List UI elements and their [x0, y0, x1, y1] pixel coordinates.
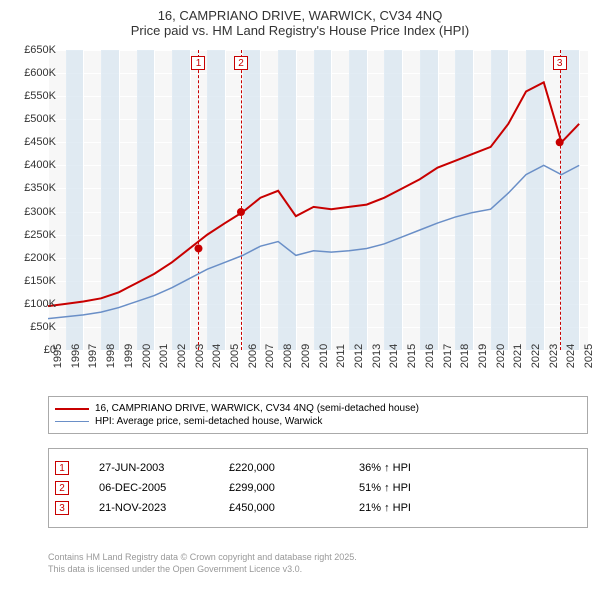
y-tick-label: £650K	[24, 44, 56, 56]
y-tick-label: £500K	[24, 113, 56, 125]
y-tick-label: £550K	[24, 90, 56, 102]
plot-area: 123	[48, 50, 588, 350]
x-tick-label: 2019	[477, 344, 489, 368]
footer-attribution: Contains HM Land Registry data © Crown c…	[48, 552, 357, 575]
y-tick-label: £350K	[24, 182, 56, 194]
y-tick-label: £50K	[30, 321, 56, 333]
info-row-number: 1	[55, 461, 69, 475]
x-tick-label: 2010	[318, 344, 330, 368]
y-tick-label: £100K	[24, 298, 56, 310]
x-tick-label: 2005	[229, 344, 241, 368]
x-tick-label: 2023	[548, 344, 560, 368]
x-tick-label: 2009	[300, 344, 312, 368]
x-tick-label: 1998	[105, 344, 117, 368]
x-tick-label: 2024	[565, 344, 577, 368]
x-tick-label: 2018	[459, 344, 471, 368]
title-block: 16, CAMPRIANO DRIVE, WARWICK, CV34 4NQ P…	[0, 0, 600, 38]
x-tick-label: 2022	[530, 344, 542, 368]
y-tick-label: £150K	[24, 275, 56, 287]
x-tick-label: 2016	[424, 344, 436, 368]
x-tick-label: 2001	[158, 344, 170, 368]
info-row-date: 27-JUN-2003	[99, 462, 229, 474]
info-row-date: 21-NOV-2023	[99, 502, 229, 514]
x-tick-label: 2013	[371, 344, 383, 368]
x-tick-label: 2002	[176, 344, 188, 368]
legend-label: 16, CAMPRIANO DRIVE, WARWICK, CV34 4NQ (…	[95, 403, 419, 414]
y-tick-label: £200K	[24, 252, 56, 264]
info-row: 1 27-JUN-2003£220,00036% ↑ HPI	[55, 461, 581, 475]
x-tick-label: 1995	[52, 344, 64, 368]
legend-item: 16, CAMPRIANO DRIVE, WARWICK, CV34 4NQ (…	[55, 403, 581, 414]
x-tick-label: 2020	[495, 344, 507, 368]
info-table: 1 27-JUN-2003£220,00036% ↑ HPI 2 06-DEC-200…	[48, 448, 588, 528]
info-row-delta: 51% ↑ HPI	[359, 482, 489, 494]
y-tick-label: £300K	[24, 206, 56, 218]
legend-box: 16, CAMPRIANO DRIVE, WARWICK, CV34 4NQ (…	[48, 396, 588, 434]
info-row-delta: 36% ↑ HPI	[359, 462, 489, 474]
x-tick-label: 2021	[512, 344, 524, 368]
footer-line-2: This data is licensed under the Open Gov…	[48, 564, 357, 576]
x-tick-label: 2004	[211, 344, 223, 368]
info-row-date: 06-DEC-2005	[99, 482, 229, 494]
legend-label: HPI: Average price, semi-detached house,…	[95, 416, 322, 427]
x-tick-label: 2017	[442, 344, 454, 368]
x-tick-label: 1997	[87, 344, 99, 368]
x-tick-label: 2025	[583, 344, 595, 368]
legend-swatch	[55, 421, 89, 422]
y-tick-label: £250K	[24, 229, 56, 241]
x-tick-label: 2006	[247, 344, 259, 368]
info-row-price: £450,000	[229, 502, 359, 514]
x-tick-label: 2012	[353, 344, 365, 368]
x-tick-label: 1999	[123, 344, 135, 368]
x-tick-label: 1996	[70, 344, 82, 368]
info-row-delta: 21% ↑ HPI	[359, 502, 489, 514]
x-tick-label: 2014	[388, 344, 400, 368]
info-row-number: 3	[55, 501, 69, 515]
info-row-price: £299,000	[229, 482, 359, 494]
y-tick-label: £450K	[24, 136, 56, 148]
title-line-1: 16, CAMPRIANO DRIVE, WARWICK, CV34 4NQ	[0, 8, 600, 23]
footer-line-1: Contains HM Land Registry data © Crown c…	[48, 552, 357, 564]
line-chart-svg	[48, 50, 588, 350]
info-row-price: £220,000	[229, 462, 359, 474]
series-line	[48, 165, 579, 318]
x-tick-label: 2003	[194, 344, 206, 368]
y-tick-label: £400K	[24, 159, 56, 171]
x-tick-label: 2011	[335, 344, 347, 368]
info-row: 3 21-NOV-2023£450,00021% ↑ HPI	[55, 501, 581, 515]
y-tick-label: £600K	[24, 67, 56, 79]
chart-container: 16, CAMPRIANO DRIVE, WARWICK, CV34 4NQ P…	[0, 0, 600, 590]
legend-swatch	[55, 408, 89, 410]
x-tick-label: 2007	[264, 344, 276, 368]
title-line-2: Price paid vs. HM Land Registry's House …	[0, 23, 600, 38]
x-tick-label: 2008	[282, 344, 294, 368]
info-row: 2 06-DEC-2005£299,00051% ↑ HPI	[55, 481, 581, 495]
info-row-number: 2	[55, 481, 69, 495]
series-line	[48, 82, 579, 306]
legend-item: HPI: Average price, semi-detached house,…	[55, 416, 581, 427]
x-tick-label: 2015	[406, 344, 418, 368]
x-tick-label: 2000	[141, 344, 153, 368]
